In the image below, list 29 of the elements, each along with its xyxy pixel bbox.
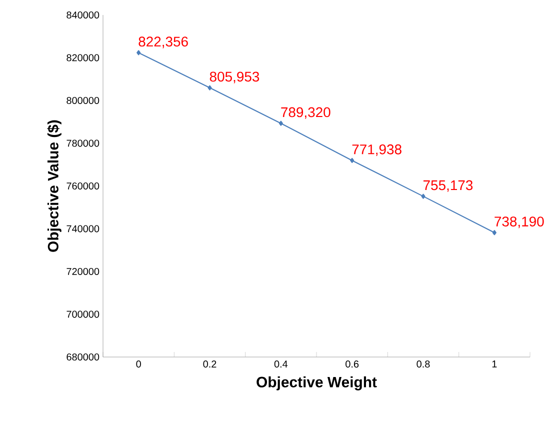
data-label: 822,356 [138,36,188,48]
point [136,50,141,56]
point [208,85,212,90]
data-label: 771,938 [352,144,402,156]
x-tick-label: 0.6 [346,360,359,368]
x-tick-label: 0.4 [274,360,288,368]
x-tick-label: 1 [492,360,497,368]
y-tick-label: 760000 [66,182,100,190]
data-label: 805,953 [210,72,260,84]
data-label: 755,173 [423,180,473,192]
x-tick-label: 0 [136,360,141,368]
y-tick-label: 720000 [66,268,100,276]
point [278,120,283,126]
y-axis-title: Objective Value ($) [47,120,62,252]
y-tick-label: 840000 [66,11,100,19]
y-tick-label: 700000 [66,310,100,318]
data-label: 738,190 [494,216,544,228]
x-tick-label: 0.2 [203,360,216,368]
y-tick-label: 740000 [66,225,100,232]
y-tick-label: 800000 [66,96,100,104]
y-tick-label: 680000 [66,353,100,361]
data-label: 789,320 [281,107,330,119]
point [492,230,496,236]
x-tick-label: 0.8 [416,360,430,368]
point [350,158,354,164]
x-axis-title: Objective Weight [256,376,377,390]
y-tick-label: 820000 [66,54,100,62]
y-tick-label: 780000 [66,140,100,147]
point [421,194,426,199]
